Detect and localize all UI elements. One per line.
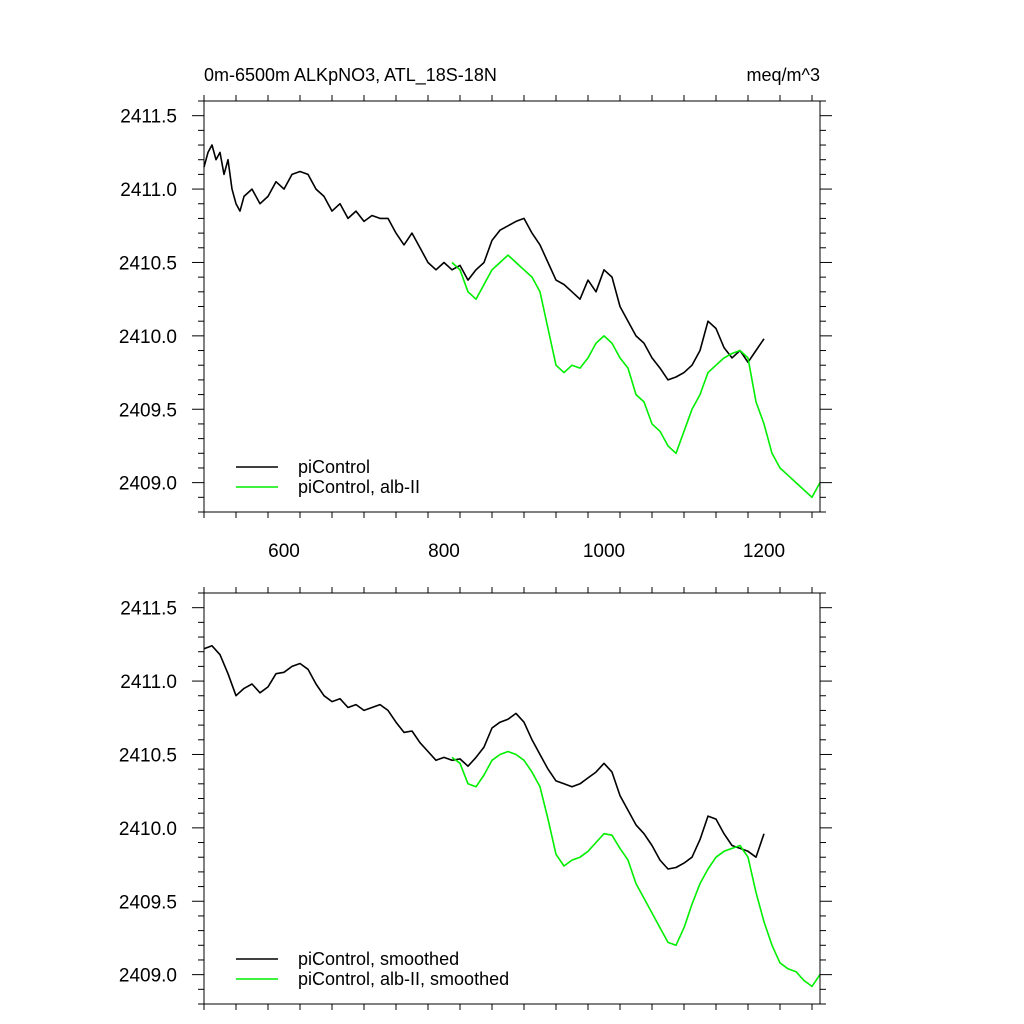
chart-title: 0m-6500m ALKpNO3, ATL_18S-18N — [204, 65, 497, 86]
series-line-0 — [203, 644, 765, 870]
series-line-0 — [203, 144, 765, 381]
series-line-1 — [451, 254, 821, 499]
x-tick-label: 800 — [428, 541, 460, 562]
y-tick-label: 2411.0 — [120, 180, 177, 201]
legend-label: piControl, smoothed — [298, 949, 459, 969]
y-tick-label: 2411.5 — [120, 107, 177, 128]
x-tick-label: 600 — [268, 541, 300, 562]
panel-bottom: 2409.0 2409.5 2410.0 2410.5 2411.0 2411.5 piCo… — [119, 587, 832, 1010]
x-tick-label: 1200 — [743, 541, 785, 562]
y-tick-label: 2410.0 — [119, 327, 177, 348]
x-tick-label: 1000 — [583, 541, 625, 562]
legend-label: piControl, alb-II, smoothed — [298, 969, 509, 989]
legend-label: piControl, alb-II — [298, 477, 420, 497]
y-tick-label: 2409.5 — [119, 400, 177, 421]
y-tick-label: 2409.0 — [119, 474, 177, 495]
y-tick-label: 2410.0 — [119, 819, 177, 840]
legend-label: piControl — [298, 457, 370, 477]
panel-top: 600 800 1000 1200 2409.0 2409.5 2410.0 2410.5 24… — [119, 95, 832, 562]
y-tick-label: 2411.0 — [120, 672, 177, 693]
y-tick-label: 2410.5 — [119, 745, 177, 766]
series-line-1 — [451, 750, 821, 988]
y-tick-label: 2409.5 — [119, 892, 177, 913]
units-label: meq/m^3 — [747, 65, 820, 85]
y-tick-label: 2410.5 — [119, 253, 177, 274]
y-tick-label: 2409.0 — [119, 966, 177, 987]
y-tick-label: 2411.5 — [120, 599, 177, 620]
